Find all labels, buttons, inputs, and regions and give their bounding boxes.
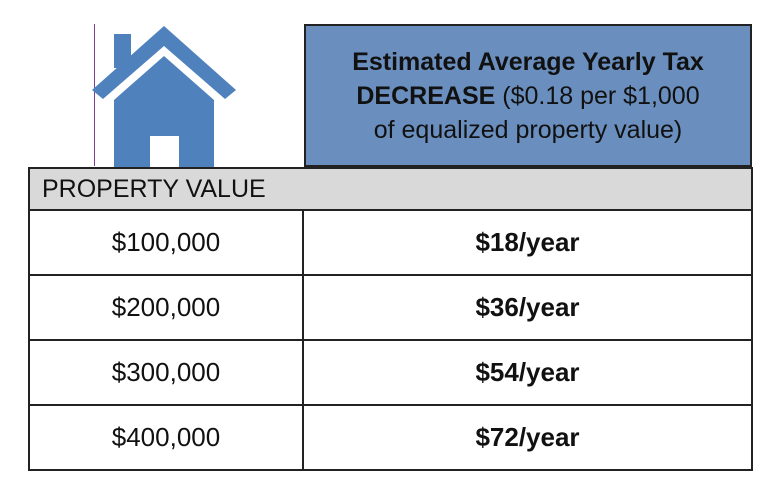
property-value-cell: $100,000 [30, 211, 304, 274]
property-value-column-header: PROPERTY VALUE [30, 169, 751, 211]
table-row: $400,000 $72/year [30, 406, 751, 469]
header-line-1: Estimated Average Yearly Tax [352, 47, 704, 76]
property-value-cell: $300,000 [30, 341, 304, 404]
property-value-cell: $200,000 [30, 276, 304, 339]
header-rate: ($0.18 per $1,000 [495, 81, 700, 110]
house-icon [92, 26, 236, 168]
header-decrease-word: DECREASE [356, 81, 496, 110]
icon-guide-line [94, 24, 95, 166]
header-line-2: DECREASE ($0.18 per $1,000 [352, 79, 704, 113]
property-value-cell: $400,000 [30, 406, 304, 469]
tax-header-text: Estimated Average Yearly Tax DECREASE ($… [342, 45, 714, 147]
header-line-3: of equalized property value) [373, 115, 683, 144]
tax-decrease-cell: $36/year [475, 292, 580, 322]
tax-decrease-cell: $18/year [475, 227, 580, 257]
tax-decrease-cell: $72/year [475, 422, 580, 452]
tax-header-box: Estimated Average Yearly Tax DECREASE ($… [304, 24, 752, 167]
table-row: $100,000 $18/year [30, 211, 751, 276]
tax-decrease-cell: $54/year [475, 357, 580, 387]
table-row: $300,000 $54/year [30, 341, 751, 406]
tax-table: PROPERTY VALUE $100,000 $18/year $200,00… [28, 167, 753, 471]
table-row: $200,000 $36/year [30, 276, 751, 341]
